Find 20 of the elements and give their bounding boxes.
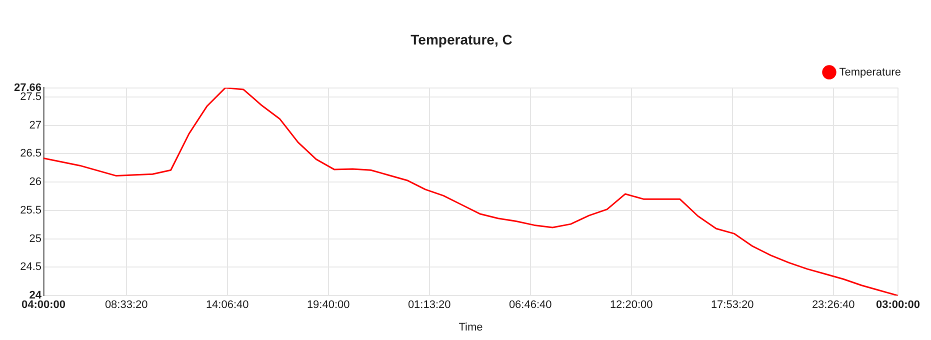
y-tick-label: 26.5	[20, 148, 42, 160]
legend-label: Temperature	[839, 66, 902, 78]
y-tick-label: 24.5	[20, 261, 42, 274]
x-tick-label: 04:00:00	[22, 299, 66, 312]
x-tick-label: 19:40:00	[306, 299, 350, 312]
y-tick-label: 25.5	[20, 204, 42, 216]
x-tick-label: 12:20:00	[610, 299, 653, 312]
x-tick-label: 08:33:20	[104, 299, 148, 312]
x-tick-label: 06:46:40	[508, 299, 552, 312]
y-tick-label: 25	[29, 232, 42, 245]
x-tick-label: 14:06:40	[206, 299, 249, 312]
x-tick-label: 23:26:40	[812, 299, 855, 312]
chart-title: Temperature, C	[410, 31, 512, 48]
x-tick-label: 01:13:20	[408, 299, 451, 312]
y-tick-label: 26	[29, 176, 42, 188]
x-tick-label: 03:00:00	[876, 299, 920, 312]
y-tick-label: 27	[29, 119, 42, 132]
y-tick-label: 27.5	[20, 90, 42, 103]
x-tick-label: 17:53:20	[710, 299, 754, 312]
x-axis-title: Time	[458, 321, 483, 334]
